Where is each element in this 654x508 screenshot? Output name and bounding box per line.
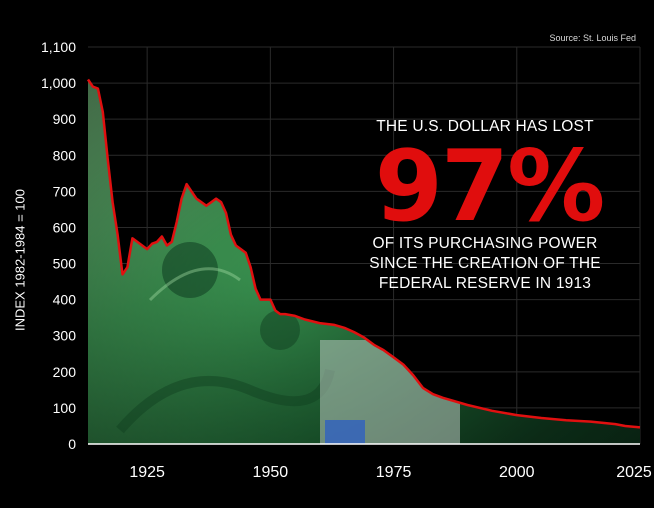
headline-percent: 97% [374, 130, 606, 244]
y-tick-label: 1,100 [41, 39, 76, 55]
source-note: Source: St. Louis Fed [549, 33, 636, 43]
x-tick-label: 2025 [616, 464, 652, 481]
y-tick-label: 900 [53, 111, 77, 127]
series-line [86, 78, 641, 429]
y-tick-label: 500 [53, 256, 77, 272]
headline-line-2: SINCE THE CREATION OF THE [369, 255, 601, 272]
y-tick-label: 200 [53, 364, 77, 380]
y-tick-label: 700 [53, 183, 77, 199]
y-tick-label: 0 [68, 436, 76, 452]
y-tick-label: 600 [53, 219, 77, 235]
headline-line-1: OF ITS PURCHASING POWER [372, 235, 598, 252]
x-axis: 1925 1950 1975 2000 2025 [88, 443, 652, 481]
headline-line-3: FEDERAL RESERVE IN 1913 [378, 275, 592, 292]
x-tick-label: 1925 [129, 464, 165, 481]
y-tick-label: 300 [53, 328, 77, 344]
y-axis: 0 100 200 300 400 500 600 700 800 900 1,000 1,100 [41, 39, 76, 452]
y-axis-label: INDEX 1982-1984 = 100 [12, 188, 28, 332]
x-tick-label: 1975 [376, 464, 412, 481]
x-tick-label: 1950 [253, 464, 289, 481]
x-tick-label: 2000 [499, 464, 535, 481]
y-tick-label: 1,000 [41, 75, 76, 91]
headline: THE U.S. DOLLAR HAS LOST 97% OF ITS PURC… [340, 118, 630, 294]
headline-lead: THE U.S. DOLLAR HAS LOST [376, 118, 594, 135]
y-tick-label: 800 [53, 147, 77, 163]
y-tick-label: 400 [53, 292, 77, 308]
y-tick-label: 100 [53, 400, 77, 416]
